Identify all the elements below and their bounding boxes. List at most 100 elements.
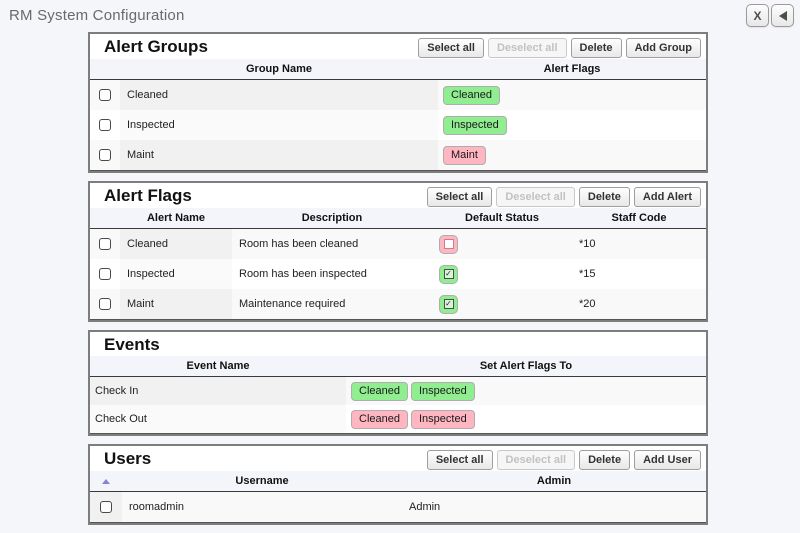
events-table: Event Name Set Alert Flags To Check In C…: [90, 356, 706, 434]
table-row: Inspected Room has been inspected *15: [90, 259, 706, 289]
checkbox-cell: [90, 491, 122, 523]
add-alert-button[interactable]: Add Alert: [633, 187, 701, 207]
table-row: roomadmin Admin: [90, 491, 706, 523]
row-checkbox[interactable]: [99, 268, 111, 281]
description-cell: Maintenance required: [232, 289, 432, 320]
table-row: Inspected Inspected: [90, 110, 706, 140]
add-user-button[interactable]: Add User: [634, 450, 701, 470]
delete-button[interactable]: Delete: [570, 38, 622, 58]
flag-chip: Inspected: [443, 115, 507, 135]
flag-chip: Cleaned: [443, 85, 500, 105]
deselect-all-button[interactable]: Deselect all: [487, 38, 567, 58]
close-button[interactable]: X: [746, 4, 769, 27]
staff-code-column-header[interactable]: Staff Code: [572, 208, 706, 229]
status-checkbox-chip[interactable]: [439, 294, 458, 314]
checkbox-cell: [90, 259, 120, 289]
description-column-header[interactable]: Description: [232, 208, 432, 229]
alert-flags-title: Alert Flags: [104, 186, 192, 205]
alert-name-column-header[interactable]: Alert Name: [120, 208, 232, 229]
group-name-cell: Maint: [120, 140, 438, 171]
alert-name-cell: Maint: [120, 289, 232, 320]
staff-code-cell: *15: [572, 259, 706, 289]
default-status-cell: [432, 289, 572, 320]
flag-chip: Cleaned: [351, 409, 408, 429]
alert-flags-header: Alert Flags Select all Deselect all Dele…: [90, 183, 706, 208]
table-row: Cleaned Room has been cleaned *10: [90, 228, 706, 259]
set-alert-flags-cell: Cleaned Inspected: [346, 376, 706, 405]
event-name-cell: Check In: [90, 376, 346, 405]
alert-flags-table: Alert Name Description Default Status St…: [90, 208, 706, 320]
checkbox-cell: [90, 228, 120, 259]
row-checkbox[interactable]: [99, 89, 111, 102]
users-header: Users Select all Deselect all Delete Add…: [90, 446, 706, 471]
admin-cell: Admin: [402, 491, 706, 523]
checkbox-cell: [90, 110, 120, 140]
alert-groups-title: Alert Groups: [104, 37, 208, 56]
flag-chip: Inspected: [410, 381, 475, 401]
username-column-header[interactable]: Username: [122, 471, 402, 492]
row-checkbox[interactable]: [100, 501, 112, 514]
admin-column-header[interactable]: Admin: [402, 471, 706, 492]
add-group-button[interactable]: Add Group: [625, 38, 701, 58]
group-name-cell: Inspected: [120, 110, 438, 140]
users-title: Users: [104, 449, 152, 468]
events-header: Events: [90, 332, 706, 356]
status-checkbox-icon: [443, 239, 454, 249]
status-checkbox-chip[interactable]: [439, 264, 458, 284]
sort-asc-icon: [102, 479, 110, 484]
username-cell: roomadmin: [122, 491, 402, 523]
select-all-button[interactable]: Select all: [418, 38, 484, 58]
alert-groups-table: Group Name Alert Flags Cleaned Cleaned I…: [90, 59, 706, 171]
table-header-row: Alert Name Description Default Status St…: [90, 208, 706, 229]
deselect-all-button[interactable]: Deselect all: [496, 450, 576, 470]
description-cell: Room has been cleaned: [232, 228, 432, 259]
back-button[interactable]: [771, 4, 794, 27]
row-checkbox[interactable]: [99, 119, 111, 132]
alert-groups-header: Alert Groups Select all Deselect all Del…: [90, 34, 706, 59]
event-name-cell: Check Out: [90, 405, 346, 434]
row-checkbox[interactable]: [99, 298, 111, 311]
flag-chip: Cleaned: [351, 381, 408, 401]
default-status-cell: [432, 259, 572, 289]
checkbox-column-header[interactable]: [90, 471, 122, 492]
group-name-column-header[interactable]: Group Name: [120, 59, 438, 80]
event-name-column-header[interactable]: Event Name: [90, 356, 346, 377]
window-controls: X: [746, 4, 794, 27]
checkbox-cell: [90, 79, 120, 110]
row-checkbox[interactable]: [99, 149, 111, 162]
delete-button[interactable]: Delete: [578, 187, 630, 207]
delete-button[interactable]: Delete: [579, 450, 631, 470]
select-all-button[interactable]: Select all: [426, 450, 493, 470]
alert-flags-buttons: Select all Deselect all Delete Add Alert: [426, 186, 701, 207]
staff-code-cell: *20: [572, 289, 706, 320]
status-checkbox-chip[interactable]: [439, 234, 458, 254]
set-alert-flags-column-header[interactable]: Set Alert Flags To: [346, 356, 706, 377]
table-row: Cleaned Cleaned: [90, 79, 706, 110]
page-title: RM System Configuration: [9, 7, 185, 24]
checkbox-cell: [90, 140, 120, 171]
set-alert-flags-cell: Cleaned Inspected: [346, 405, 706, 434]
default-status-column-header[interactable]: Default Status: [432, 208, 572, 229]
status-checkbox-icon: [443, 269, 454, 279]
table-row: Maint Maintenance required *20: [90, 289, 706, 320]
checkbox-column-header[interactable]: [90, 208, 120, 229]
description-cell: Room has been inspected: [232, 259, 432, 289]
table-header-row: Event Name Set Alert Flags To: [90, 356, 706, 377]
select-all-button[interactable]: Select all: [426, 187, 493, 207]
default-status-cell: [432, 228, 572, 259]
back-arrow-icon: [778, 10, 787, 21]
table-row: Maint Maint: [90, 140, 706, 171]
checkbox-column-header[interactable]: [90, 59, 120, 80]
status-checkbox-icon: [443, 299, 454, 309]
alert-flags-column-header[interactable]: Alert Flags: [438, 59, 706, 80]
alert-groups-buttons: Select all Deselect all Delete Add Group: [418, 37, 701, 58]
flag-chip: Inspected: [410, 409, 475, 429]
users-buttons: Select all Deselect all Delete Add User: [426, 449, 701, 470]
alert-name-cell: Inspected: [120, 259, 232, 289]
alert-groups-panel: Alert Groups Select all Deselect all Del…: [88, 32, 708, 173]
table-header-row: Username Admin: [90, 471, 706, 492]
table-row: Check In Cleaned Inspected: [90, 376, 706, 405]
alert-flags-cell: Inspected: [438, 110, 706, 140]
row-checkbox[interactable]: [99, 238, 111, 251]
deselect-all-button[interactable]: Deselect all: [496, 187, 575, 207]
